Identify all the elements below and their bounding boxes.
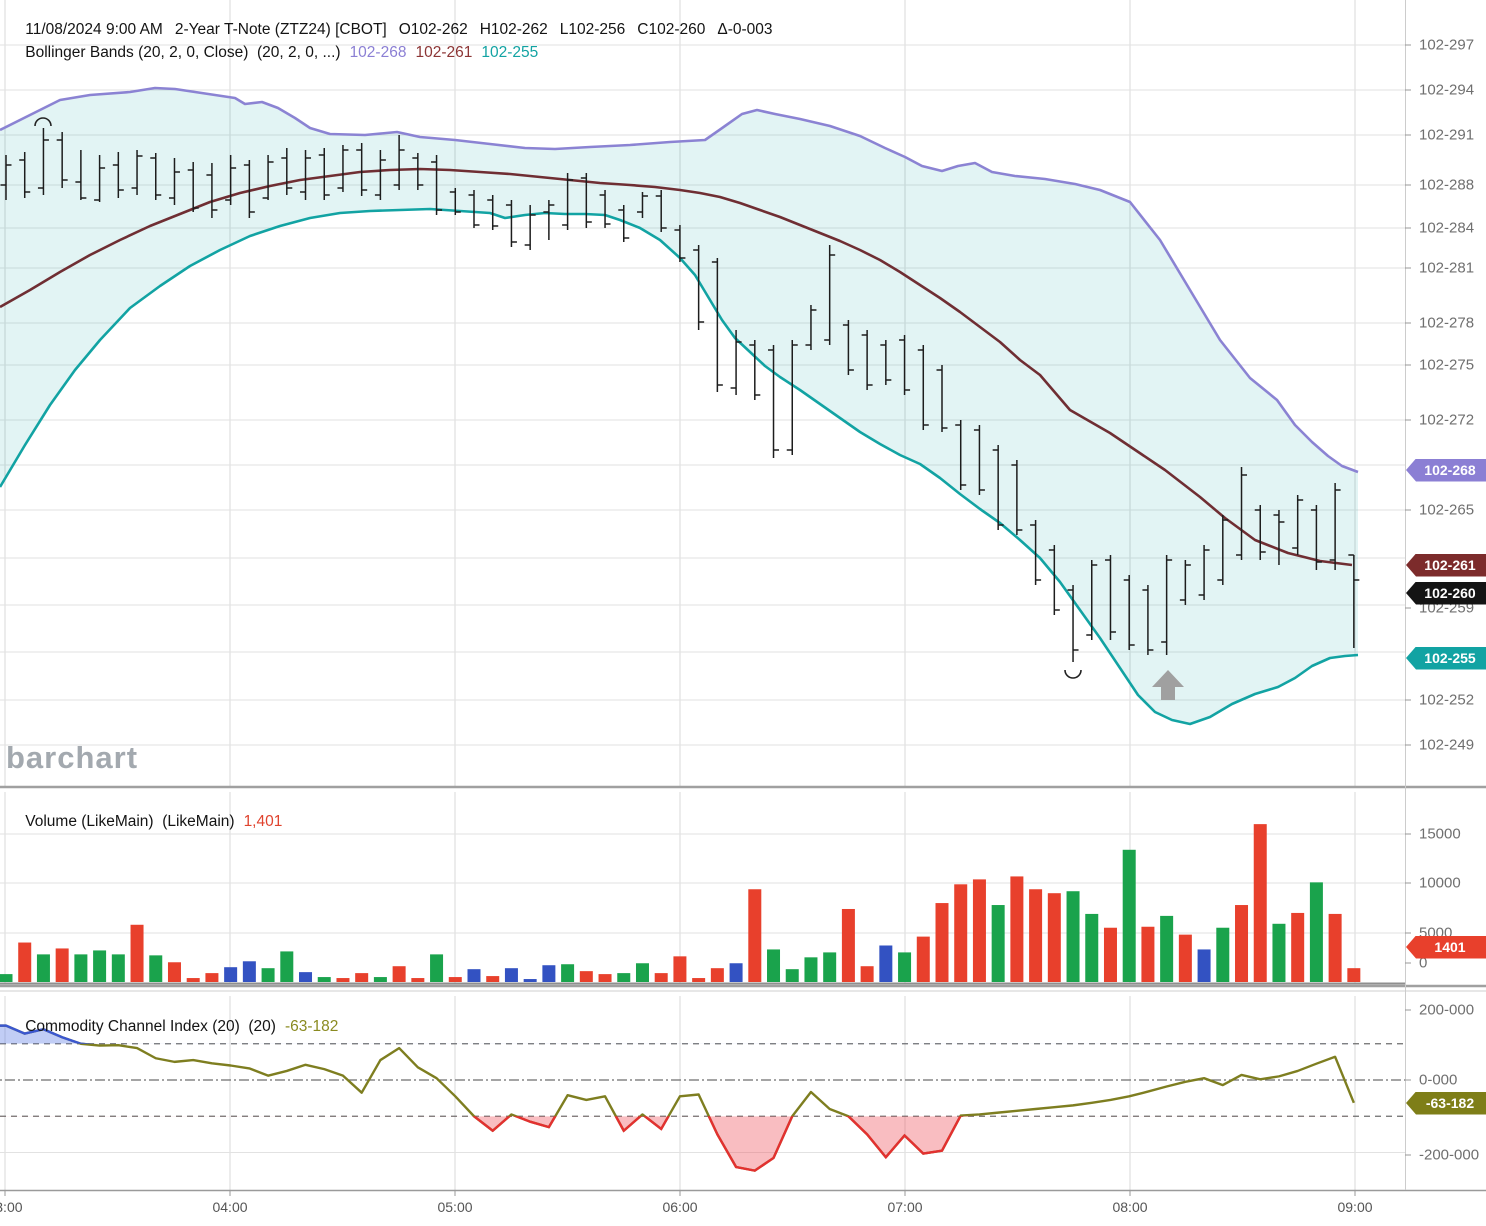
cci-axis-label: -200-000	[1419, 1146, 1480, 1164]
last-price-badge: 102-260	[1406, 581, 1486, 605]
header-change: Δ-0-003	[717, 21, 773, 38]
header-datetime: 11/08/2024 9:00 AM	[25, 21, 163, 38]
header-open: O102-262	[398, 21, 468, 38]
bb-upper-value: 102-268	[349, 44, 407, 61]
volume-value: 1,401	[243, 813, 283, 830]
barchart-watermark: barchart	[6, 740, 139, 775]
cci-axis-label: 200-000	[1419, 1001, 1475, 1019]
study-header: Bollinger Bands (20, 2, 0, Close) (20, 2…	[8, 26, 547, 80]
price-axis-label: 102-252	[1419, 691, 1475, 709]
time-axis-label: 07:00	[887, 1199, 923, 1215]
volume-axis-label: 0	[1419, 954, 1428, 972]
price-axis-label: 102-294	[1419, 81, 1475, 99]
cci-header: Commodity Channel Index (20) (20) -63-182	[8, 1000, 347, 1054]
time-axis-label: 06:00	[662, 1199, 698, 1215]
volume-label: Volume (LikeMain) (LikeMain)	[25, 813, 235, 830]
time-axis-label: 05:00	[437, 1199, 473, 1215]
price-axis-label: 102-288	[1419, 176, 1475, 194]
price-axis-label: 102-265	[1419, 501, 1475, 519]
time-axis-label: 08:00	[1112, 1199, 1148, 1215]
study-label: Bollinger Bands (20, 2, 0, Close) (20, 2…	[25, 44, 341, 61]
cci-value: -63-182	[284, 1018, 339, 1035]
header-low: L102-256	[559, 21, 626, 38]
bb-lower-price-badge: 102-255	[1406, 646, 1486, 670]
price-axis-label: 102-297	[1419, 36, 1475, 54]
price-axis-label: 102-275	[1419, 356, 1475, 374]
header-high: H102-262	[479, 21, 548, 38]
volume-axis-label: 15000	[1419, 825, 1461, 843]
cci-value-badge: -63-182	[1406, 1091, 1486, 1115]
header-symbol: 2-Year T-Note (ZTZ24) [CBOT]	[174, 21, 387, 38]
cci-label: Commodity Channel Index (20) (20)	[25, 1018, 276, 1035]
price-axis-label: 102-284	[1419, 219, 1475, 237]
time-axis-label: 03:00	[0, 1199, 23, 1215]
volume-header: Volume (LikeMain) (LikeMain) 1,401	[8, 795, 291, 849]
time-axis-label: 04:00	[212, 1199, 248, 1215]
time-axis-label: 09:00	[1337, 1199, 1373, 1215]
price-axis-label: 102-278	[1419, 314, 1475, 332]
bb-middle-price-badge: 102-261	[1406, 553, 1486, 577]
chart-header: 11/08/2024 9:00 AM 2-Year T-Note (ZTZ24) …	[8, 3, 785, 57]
bb-lower-value: 102-255	[481, 44, 539, 61]
cci-axis-label: 0-000	[1419, 1071, 1458, 1089]
price-axis-label: 102-281	[1419, 259, 1475, 277]
header-close: C102-260	[637, 21, 706, 38]
volume-axis-label: 10000	[1419, 874, 1461, 892]
bb-upper-price-badge: 102-268	[1406, 458, 1486, 482]
price-axis-label: 102-249	[1419, 736, 1475, 754]
volume-value-badge: 1401	[1406, 935, 1486, 959]
price-axis-label: 102-272	[1419, 411, 1475, 429]
price-axis-label: 102-291	[1419, 126, 1475, 144]
bb-middle-value: 102-261	[415, 44, 473, 61]
